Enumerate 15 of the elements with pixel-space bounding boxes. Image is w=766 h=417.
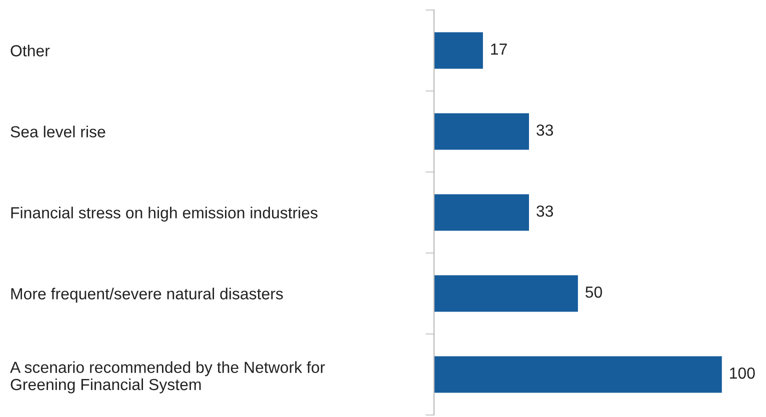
bar [434,356,722,393]
data-label: 33 [536,205,554,217]
bar [434,32,483,69]
data-label: 17 [491,44,507,55]
bar [434,194,529,231]
data-label: 33 [536,124,554,136]
y-tick-label: More frequent/severe natural disasters [11,288,283,303]
data-label: 100 [730,367,755,379]
y-tick-label: Financial stress on high emission industries [11,206,318,222]
y-tick-label: Sea level rise [10,126,106,138]
data-label: 50 [586,286,602,298]
bar [434,275,578,312]
y-tick-label: Other [10,44,50,56]
bar [434,113,529,150]
y-tick-label: A scenario recommended by the Network for Greening Financial System [10,361,325,394]
